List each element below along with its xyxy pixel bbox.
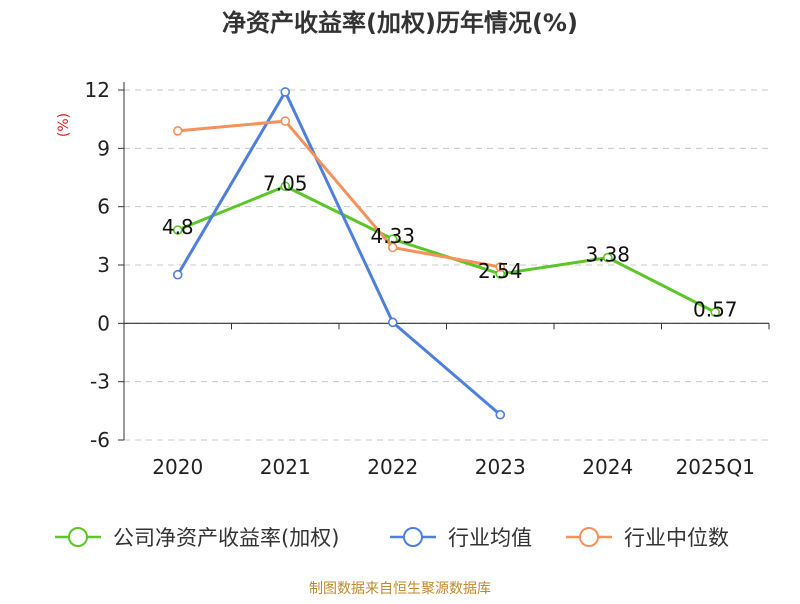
y-tick-label: 12 bbox=[85, 78, 110, 102]
chart-title: 净资产收益率(加权)历年情况(%) bbox=[222, 9, 578, 37]
legend-marker bbox=[403, 527, 423, 547]
legend-marker bbox=[579, 527, 599, 547]
series-lines bbox=[172, 87, 721, 420]
data-point bbox=[602, 252, 613, 263]
axes: 12 9 6 3 0 -3 -6 2020 2021 2022 2023 2024 2025Q1 bbox=[85, 78, 770, 479]
legend-label: 公司净资产收益率(加权) bbox=[113, 526, 339, 550]
data-point bbox=[172, 225, 183, 235]
data-labels: 4.8 7.05 4.33 2.54 3.38 0.57 bbox=[162, 171, 738, 321]
x-tick-label: 2020 bbox=[152, 455, 203, 479]
legend-label: 行业中位数 bbox=[624, 526, 729, 550]
series-line bbox=[176, 90, 502, 416]
data-point bbox=[387, 242, 398, 253]
y-tick-label: 9 bbox=[97, 136, 110, 160]
x-tick-label: 2022 bbox=[367, 455, 418, 479]
data-point bbox=[495, 262, 506, 272]
legend-item: 公司净资产收益率(加权) bbox=[55, 526, 339, 550]
data-label: 2.54 bbox=[478, 259, 523, 283]
x-tick-label: 2024 bbox=[582, 455, 633, 479]
legend-item: 行业中位数 bbox=[566, 526, 729, 550]
data-point bbox=[495, 409, 506, 420]
data-point bbox=[710, 307, 721, 318]
data-label: 4.33 bbox=[370, 224, 415, 248]
data-label: 4.8 bbox=[162, 215, 194, 239]
series-0 bbox=[172, 181, 721, 318]
y-axis-unit-label: (%) bbox=[56, 113, 72, 137]
series-line bbox=[177, 184, 716, 314]
legend-marker bbox=[68, 527, 88, 547]
y-tick-label: 0 bbox=[97, 311, 110, 335]
x-tick-label: 2023 bbox=[475, 455, 526, 479]
y-tick-label: -3 bbox=[90, 370, 110, 394]
data-label: 0.57 bbox=[693, 297, 738, 321]
data-point bbox=[280, 87, 291, 97]
y-tick-label: 6 bbox=[97, 195, 110, 219]
grid-lines bbox=[124, 89, 769, 441]
data-point bbox=[172, 126, 183, 136]
x-tick-label: 2025Q1 bbox=[676, 455, 755, 479]
y-tick-label: -6 bbox=[90, 428, 110, 452]
source-note: 制图数据来自恒生聚源数据库 bbox=[309, 581, 491, 597]
x-tick-label: 2021 bbox=[260, 455, 311, 479]
series-line bbox=[177, 119, 501, 269]
series-1 bbox=[172, 87, 506, 420]
data-label: 3.38 bbox=[585, 243, 630, 267]
y-tick-label: 3 bbox=[97, 253, 110, 277]
data-label: 7.05 bbox=[263, 171, 308, 195]
series-2 bbox=[172, 116, 506, 272]
data-point bbox=[280, 181, 291, 192]
data-point bbox=[172, 269, 183, 280]
legend: 公司净资产收益率(加权) 行业均值 行业中位数 bbox=[55, 526, 729, 550]
legend-label: 行业均值 bbox=[448, 526, 532, 550]
legend-item: 行业均值 bbox=[390, 526, 532, 550]
data-point bbox=[387, 317, 398, 328]
data-point bbox=[280, 116, 291, 126]
